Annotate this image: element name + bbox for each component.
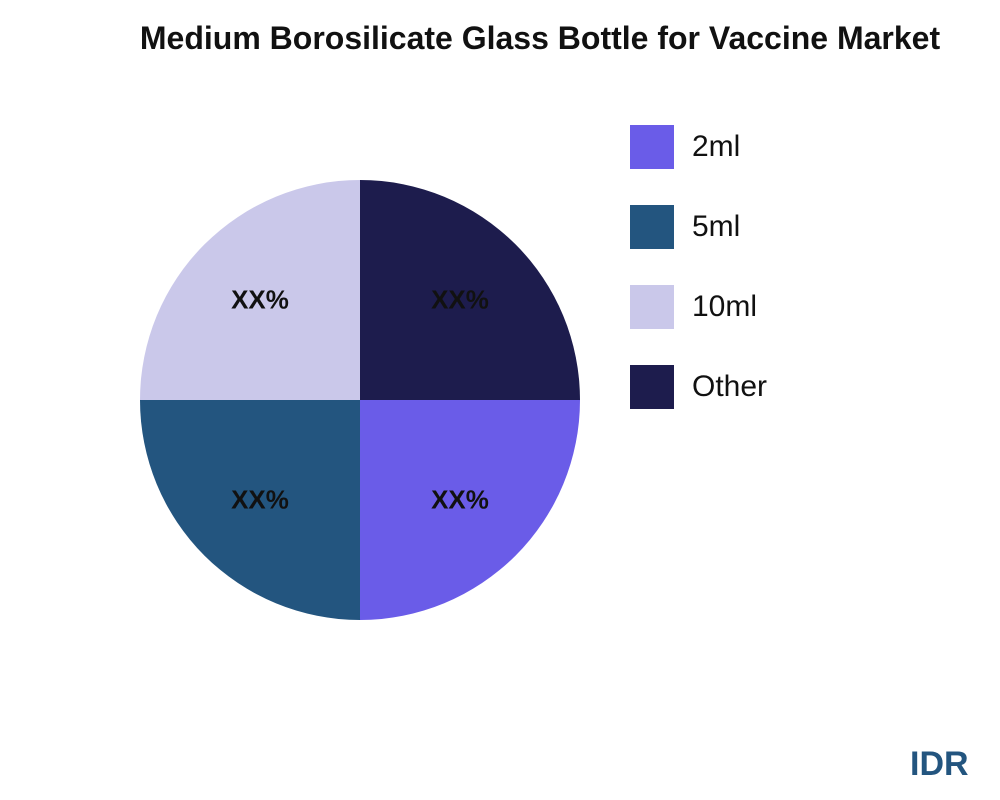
pie-surface: XX% XX% XX% XX% — [140, 180, 580, 620]
pie-slice-label: XX% — [231, 485, 289, 516]
legend-label: Other — [692, 370, 767, 404]
legend-item: Other — [630, 365, 767, 409]
legend-item: 10ml — [630, 285, 767, 329]
pie-slice-label: XX% — [231, 285, 289, 316]
legend-item: 2ml — [630, 125, 767, 169]
legend-label: 2ml — [692, 130, 740, 164]
footer-brand: IDR — [910, 745, 969, 784]
legend-label: 10ml — [692, 290, 757, 324]
legend-swatch — [630, 205, 674, 249]
pie-slice-label: XX% — [431, 485, 489, 516]
pie-slice-label: XX% — [431, 285, 489, 316]
pie-chart: XX% XX% XX% XX% — [140, 180, 580, 620]
chart-title: Medium Borosilicate Glass Bottle for Vac… — [40, 20, 1000, 57]
legend-swatch — [630, 285, 674, 329]
legend-item: 5ml — [630, 205, 767, 249]
legend-swatch — [630, 125, 674, 169]
legend-label: 5ml — [692, 210, 740, 244]
legend: 2ml 5ml 10ml Other — [630, 125, 767, 445]
legend-swatch — [630, 365, 674, 409]
